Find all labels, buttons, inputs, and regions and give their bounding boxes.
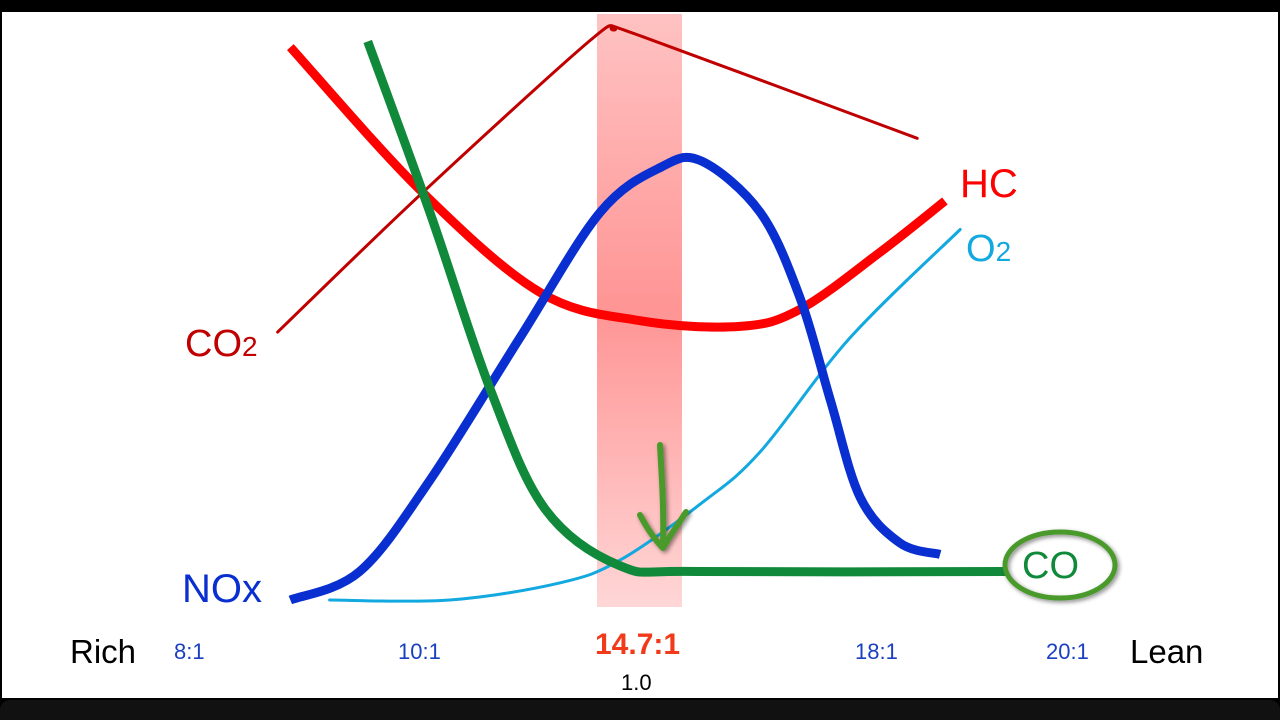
x-label-rich: Rich	[70, 633, 137, 670]
series-label-co: CO	[1022, 545, 1079, 588]
o2-label-sub: 2	[995, 236, 1012, 267]
series-label-hc: HC	[960, 162, 1018, 207]
x-tick-10: 10:1	[398, 639, 441, 664]
x-tick-stoich: 14.7:1	[595, 628, 681, 661]
x-tick-18: 18:1	[855, 639, 898, 664]
x-label-lean: Lean	[1130, 633, 1204, 670]
series-line-co	[363, 39, 1007, 577]
series-label-o2: O2	[966, 228, 1011, 271]
series-line-nox	[288, 152, 942, 605]
lambda-label: 1.0	[621, 670, 652, 695]
co-label-text: CO	[1022, 545, 1079, 587]
o2-label-text: O	[966, 228, 996, 270]
series-line-co2	[276, 24, 919, 334]
hc-label-text: HC	[960, 162, 1018, 206]
player-bar	[0, 700, 1280, 720]
x-tick-8: 8:1	[174, 639, 205, 664]
co2-label-text: CO	[185, 323, 242, 365]
series-label-nox: NOx	[182, 567, 262, 612]
hand-drawn-arrow	[637, 442, 689, 551]
nox-label-text: NOx	[182, 567, 262, 611]
stoichiometric-band	[597, 14, 682, 607]
hand-drawn-circle	[1002, 529, 1118, 601]
co2-label-sub: 2	[242, 331, 258, 362]
x-tick-20: 20:1	[1046, 639, 1089, 664]
series-label-co2: CO2	[185, 323, 258, 366]
